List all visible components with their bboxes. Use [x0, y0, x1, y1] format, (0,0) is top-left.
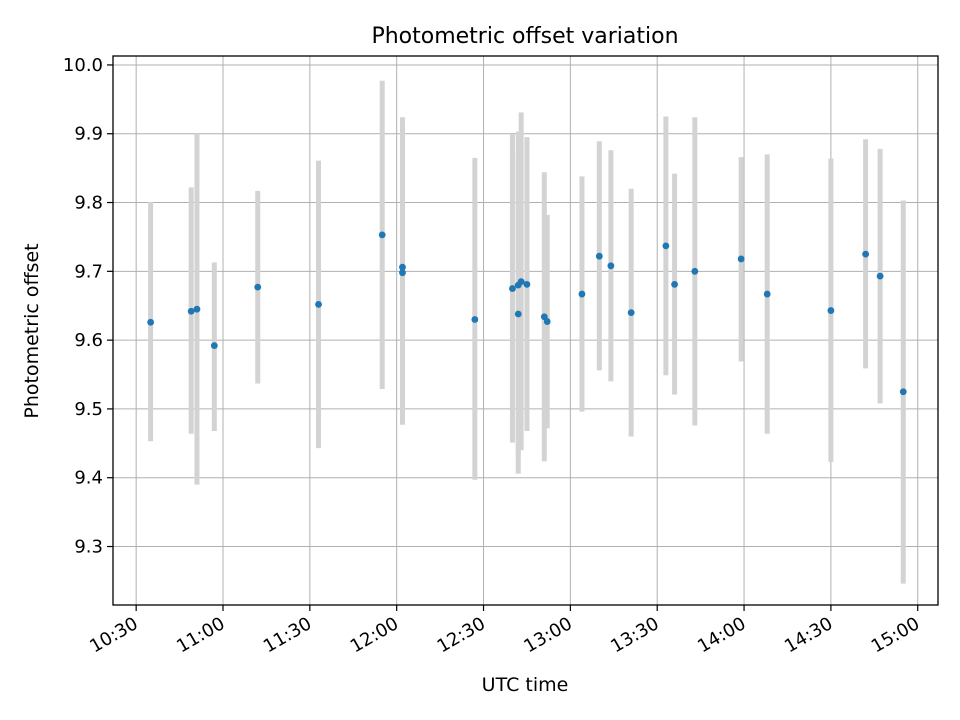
data-point	[578, 290, 586, 298]
data-point	[514, 310, 522, 318]
y-tick-label: 9.4	[74, 468, 103, 489]
y-tick-label: 10.0	[63, 55, 103, 76]
data-point	[763, 290, 771, 298]
y-axis: 9.3 9.4 9.5 9.6 9.7 9.8 9.9 10.0	[63, 55, 113, 558]
data-point	[254, 283, 262, 291]
y-tick-label: 9.3	[74, 537, 103, 558]
y-tick-label: 9.6	[74, 330, 103, 351]
data-point	[671, 281, 678, 288]
data-point	[607, 262, 615, 270]
data-point	[399, 269, 406, 277]
data-point	[187, 307, 195, 315]
data-point	[378, 231, 386, 239]
data-point	[315, 300, 322, 308]
data-point	[862, 250, 870, 258]
data-point	[399, 263, 406, 271]
data-points	[147, 231, 907, 396]
data-point	[737, 255, 745, 263]
y-tick-label: 9.7	[74, 261, 103, 282]
data-point	[691, 267, 699, 275]
data-point	[595, 252, 603, 260]
data-point	[899, 388, 907, 396]
data-point	[543, 318, 551, 325]
y-tick-label: 9.9	[74, 124, 103, 145]
data-point	[523, 281, 531, 288]
chart-title: Photometric offset variation	[371, 24, 678, 49]
y-tick-label: 9.5	[74, 399, 103, 420]
data-point	[517, 278, 525, 286]
data-point	[147, 318, 155, 326]
data-point	[210, 342, 218, 350]
data-point	[471, 316, 479, 323]
data-point	[827, 307, 835, 314]
y-axis-label: Photometric offset	[21, 243, 43, 418]
x-axis-label: UTC time	[482, 674, 569, 696]
data-point	[509, 285, 516, 292]
data-point	[193, 305, 201, 313]
data-point	[662, 242, 670, 250]
data-point	[876, 272, 884, 280]
plot-frame	[112, 55, 939, 606]
data-point	[627, 309, 635, 317]
y-tick-label: 9.8	[74, 193, 103, 214]
